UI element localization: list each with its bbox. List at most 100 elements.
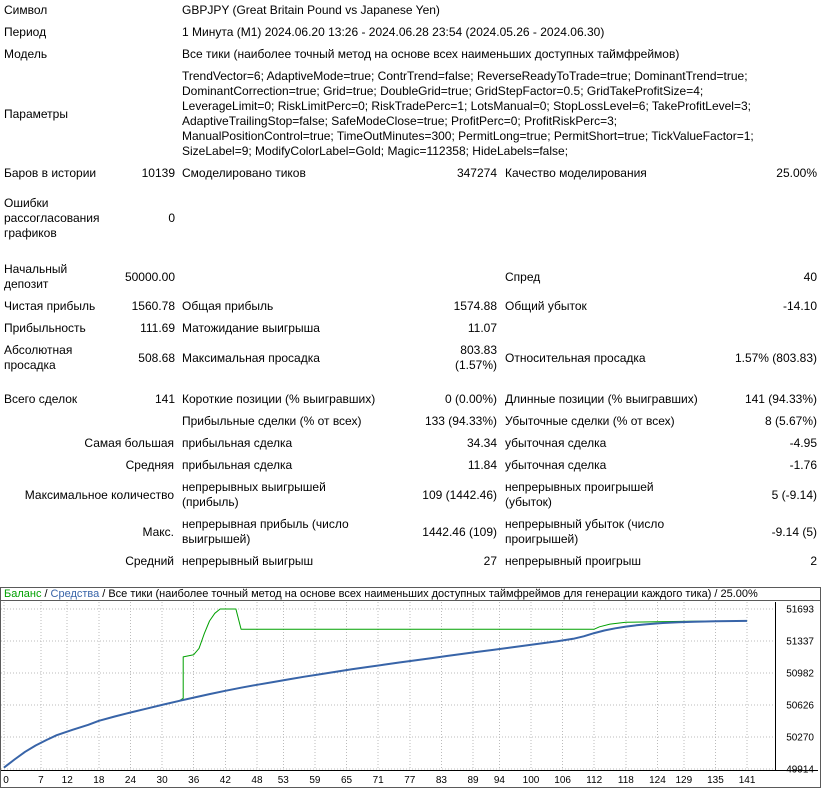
- report-value: [420, 259, 497, 296]
- report-value: 141 (94.33%): [744, 392, 817, 406]
- x-axis-label: 65: [341, 775, 353, 786]
- spacer-row: [0, 377, 817, 389]
- report-value: -9.14 (5): [771, 524, 817, 539]
- spacer-cell: [0, 245, 817, 259]
- report-value: 5 (-9.14): [771, 487, 817, 502]
- report-value: 50000.00: [124, 269, 175, 284]
- report-value: [720, 318, 817, 340]
- report-value: 347274: [456, 166, 497, 180]
- x-axis-label: 89: [467, 775, 479, 786]
- report-label: Качество моделирования: [505, 166, 647, 180]
- row-bars-ticks-quality: Баров в истории 10139 Смоделировано тиков 3…: [0, 163, 817, 185]
- report-label: непрерывная прибыль (число выигрышей): [182, 517, 349, 546]
- equity-line: [3, 619, 748, 769]
- report-value: 508.68: [138, 350, 175, 365]
- report-value: 109 (1442.46): [422, 487, 497, 502]
- report-label: Прибыльность: [4, 321, 86, 335]
- x-axis-label: 106: [554, 775, 571, 786]
- report-label: Смоделировано тиков: [182, 166, 306, 180]
- chart-legend: Баланс / Средства / Все тики (наиболее точны…: [1, 588, 820, 601]
- report-value: Средняя: [125, 458, 174, 472]
- x-axis-label: 71: [373, 775, 385, 786]
- report-label: Спред: [505, 269, 541, 284]
- report-value: 10139: [141, 166, 175, 180]
- report-value: 8 (5.67%): [764, 414, 817, 428]
- report-label: Абсолютная просадка: [4, 343, 73, 372]
- report-label: Относительная просадка: [505, 350, 646, 365]
- row-net-profit: Чистая прибыль 1560.78 Общая прибыль 1574.8…: [0, 296, 817, 318]
- x-axis-label: 100: [523, 775, 540, 786]
- report-table: Символ GBPJPY (Great Britain Pound vs Jap…: [0, 3, 817, 573]
- spacer-cell: [0, 185, 817, 193]
- row-total-trades: Всего сделок 141 Короткие позиции (% выигр…: [0, 389, 817, 411]
- report-label: 1 Минута (M1) 2024.06.20 13:26 - 2024.06…: [182, 25, 605, 39]
- report-label: Ошибки рассогласования графиков: [4, 196, 100, 240]
- report-label: Прибыльные сделки (% от всех): [182, 414, 362, 428]
- row-model: Модель Все тики (наиболее точный метод на…: [0, 44, 817, 66]
- row-profit-loss-trades: Прибыльные сделки (% от всех) 133 (94.33%…: [0, 411, 817, 433]
- report-label: Максимальная просадка: [182, 350, 320, 365]
- report-label: Все тики (наиболее точный метод на основ…: [182, 47, 680, 61]
- report-label: [0, 411, 110, 433]
- report-value: 11.07: [467, 321, 497, 335]
- report-label: Начальный депозит: [4, 262, 68, 291]
- row-average-consecutive: Средний непрерывный выигрыш 27 непрерывный …: [0, 551, 817, 573]
- report-value: -4.95: [789, 436, 817, 450]
- legend-model-label: Все тики (наиболее точный метод на основ…: [108, 588, 712, 600]
- report-value: [110, 411, 175, 433]
- legend-equity-label: Средства: [50, 588, 100, 600]
- report-value: 111.69: [140, 321, 175, 335]
- report-label: Короткие позиции (% выигравших): [182, 392, 376, 406]
- spacer-row: [0, 245, 817, 259]
- report-label: убыточная сделка: [505, 458, 607, 472]
- report-label: GBPJPY (Great Britain Pound vs Japanese …: [182, 3, 440, 17]
- report-value: Максимальное количество: [24, 487, 174, 502]
- report-label: Всего сделок: [4, 392, 78, 406]
- report-value: 803.83 (1.57%): [454, 343, 497, 372]
- report-value: 1574.88: [453, 299, 497, 313]
- report-value: 11.84: [467, 458, 497, 472]
- x-axis-label: 30: [157, 775, 169, 786]
- report-label: Общий убыток: [505, 299, 587, 313]
- report-label: Период: [4, 25, 47, 39]
- report-label: [175, 193, 817, 245]
- report-value: 40: [803, 269, 817, 284]
- y-axis-label: 50626: [786, 700, 814, 711]
- row-parameters: Параметры TrendVector=6; AdaptiveMode=tru…: [0, 66, 817, 163]
- x-axis-label: 18: [93, 775, 105, 786]
- report-value: Макс.: [142, 524, 174, 539]
- x-axis-label: 53: [278, 775, 290, 786]
- y-axis-label: 50270: [786, 732, 814, 743]
- x-axis-label: 141: [739, 775, 756, 786]
- y-axis-label: 50982: [786, 668, 814, 679]
- row-max-consecutive: Максимальное количество непрерывных выигр…: [0, 477, 817, 514]
- legend-quality-label: 25.00%: [720, 588, 758, 600]
- legend-separator: /: [44, 588, 48, 600]
- x-axis-label: 94: [494, 775, 506, 786]
- x-axis-label: 59: [309, 775, 321, 786]
- balance-line: [3, 608, 748, 768]
- x-axis-label: 12: [62, 775, 74, 786]
- legend-separator: /: [102, 588, 106, 600]
- report-value: Средний: [125, 554, 174, 568]
- x-axis-label: 48: [251, 775, 263, 786]
- spacer-cell: [0, 377, 817, 389]
- report-label: Убыточные сделки (% от всех): [505, 414, 675, 428]
- report-value: 1442.46 (109): [422, 524, 497, 539]
- report-label: непрерывных проигрышей (убыток): [505, 480, 654, 509]
- report-label: Чистая прибыль: [4, 299, 96, 313]
- report-value: 25.00%: [776, 166, 817, 180]
- x-axis-label: 0: [3, 775, 9, 786]
- strategy-tester-report: Символ GBPJPY (Great Britain Pound vs Jap…: [0, 3, 817, 573]
- report-label: убыточная сделка: [505, 436, 607, 450]
- row-chart-errors: Ошибки рассогласования графиков 0: [0, 193, 817, 245]
- row-average-trade: Средняя прибыльная сделка 11.84 убыточная с…: [0, 455, 817, 477]
- x-axis-label: 24: [125, 775, 137, 786]
- report-label: Баров в истории: [4, 166, 97, 180]
- x-axis-label: 83: [436, 775, 448, 786]
- x-axis-label: 36: [188, 775, 200, 786]
- x-axis-label: 129: [675, 775, 692, 786]
- report-value: 0 (0.00%): [444, 392, 497, 406]
- report-value: 1.57% (803.83): [734, 350, 817, 365]
